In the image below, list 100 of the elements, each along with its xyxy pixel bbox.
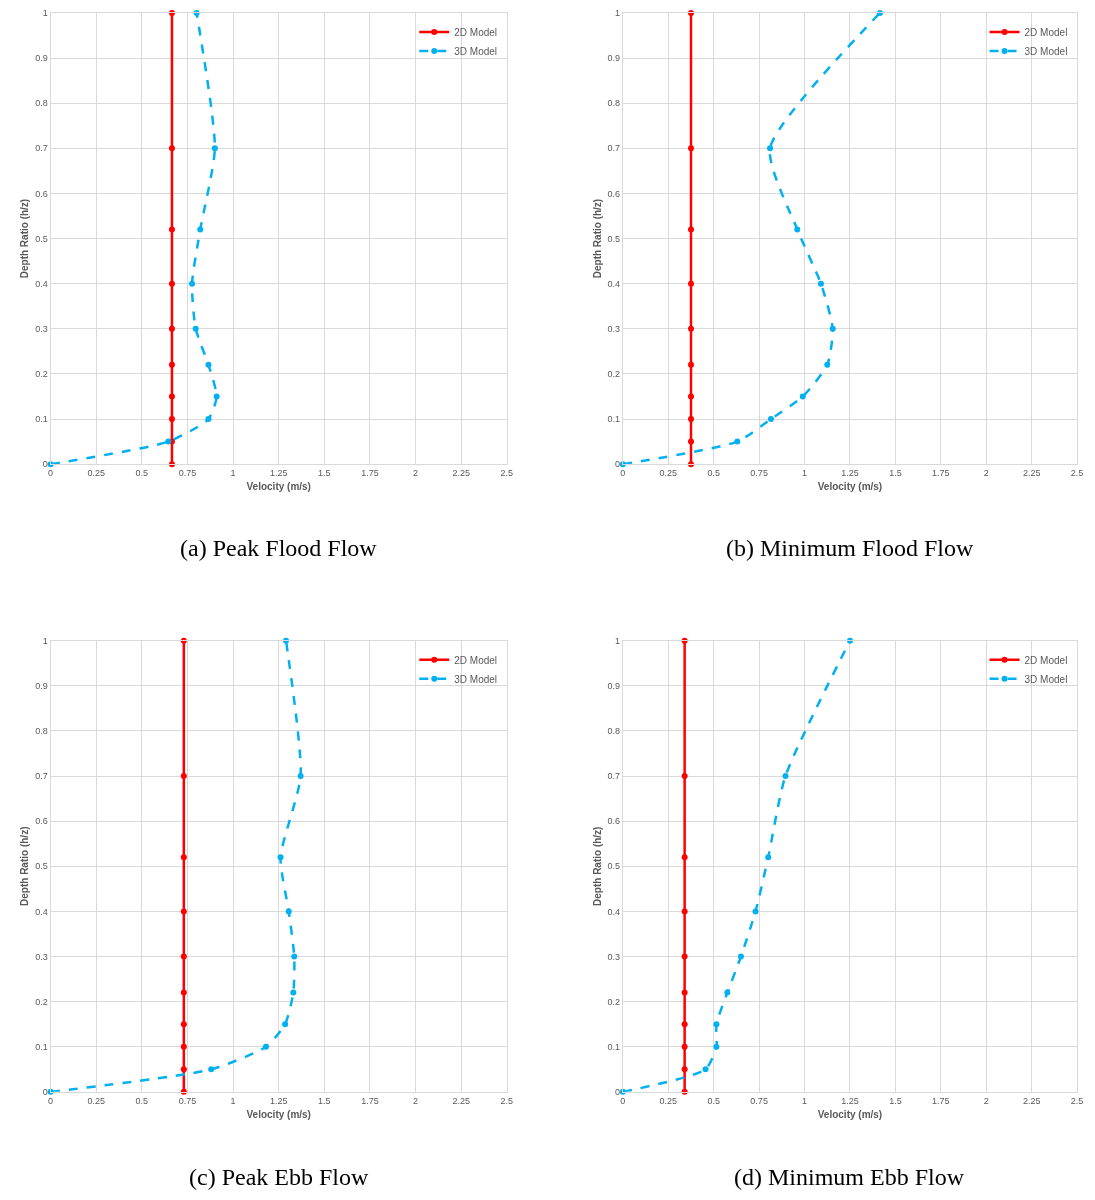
x-axis-title: Velocity (m/s): [246, 481, 311, 493]
x-tick-label: 1.75: [361, 1095, 379, 1106]
point: [688, 280, 694, 287]
y-tick-label: 0.3: [35, 951, 48, 962]
point: [168, 393, 175, 400]
x-tick-label: 0.5: [707, 1095, 720, 1106]
y-tick-label: 1: [42, 635, 48, 646]
point: [681, 953, 688, 960]
point: [180, 953, 187, 960]
y-tick-label: 0.3: [35, 323, 48, 334]
x-tick-label: 0.75: [750, 467, 768, 478]
y-tick-label: 0.6: [35, 188, 48, 199]
point: [688, 416, 694, 423]
point: [688, 461, 694, 468]
legend-label: 3D Model: [1024, 673, 1068, 685]
point: [192, 325, 199, 332]
x-tick-label: 2: [983, 1095, 989, 1106]
x-tick-label: 2.25: [1022, 467, 1041, 478]
y-tick-label: 0: [42, 459, 48, 470]
y-tick-label: 0.8: [35, 98, 48, 109]
x-tick-label: 0.5: [135, 467, 149, 478]
y-tick-label: 1: [615, 8, 621, 19]
point: [285, 908, 292, 915]
point: [767, 416, 774, 423]
x-tick-label: 1.75: [932, 1095, 950, 1106]
y-axis-title: Depth Ratio (h/z): [591, 826, 603, 906]
point: [168, 361, 175, 368]
point: [297, 773, 304, 780]
y-tick-label: 0.6: [607, 188, 621, 199]
y-tick-label: 0: [615, 459, 621, 470]
y-tick-label: 0.9: [607, 53, 621, 64]
x-tick-label: 0.25: [87, 1095, 105, 1106]
y-tick-label: 0.8: [607, 726, 621, 737]
y-tick-label: 0.3: [607, 323, 621, 334]
point: [282, 1021, 289, 1028]
legend-label: 2D Model: [454, 26, 498, 38]
x-tick-label: 2.5: [1070, 1095, 1084, 1106]
text: (a) Peak Flood Flow: [180, 535, 378, 561]
x-tick-label: 1.5: [889, 467, 902, 478]
point: [688, 9, 694, 16]
point: [681, 908, 688, 915]
x-tick-label: 2.25: [452, 467, 470, 478]
x-tick-label: 1: [230, 467, 236, 478]
x-tick-label: 1: [802, 1095, 808, 1106]
y-tick-label: 0.9: [35, 680, 48, 691]
y-tick-label: 0.4: [607, 278, 621, 289]
y-tick-label: 0.3: [607, 951, 621, 962]
legend-label: 2D Model: [1024, 654, 1068, 666]
point: [817, 280, 824, 287]
point: [277, 854, 284, 861]
y-tick-label: 0.2: [607, 996, 621, 1007]
text: (b) Minimum Flood Flow: [726, 535, 975, 561]
y-tick-label: 0.5: [35, 861, 48, 872]
x-axis-title: Velocity (m/s): [817, 481, 883, 493]
y-tick-label: 0: [615, 1087, 621, 1098]
y-tick-label: 0.7: [35, 143, 48, 154]
y-tick-label: 0.6: [607, 816, 621, 827]
point: [180, 989, 187, 996]
point: [168, 461, 175, 468]
y-tick-label: 0: [42, 1087, 48, 1098]
x-tick-label: 1.25: [269, 467, 288, 478]
x-tick-label: 1.5: [318, 467, 331, 478]
x-tick-label: 0.25: [87, 467, 105, 478]
y-tick-label: 0.5: [35, 233, 48, 244]
point: [681, 1066, 688, 1073]
x-tick-label: 0.75: [178, 467, 197, 478]
point: [681, 1043, 688, 1050]
point: [702, 1066, 709, 1073]
x-axis-title: Velocity (m/s): [817, 1109, 883, 1121]
y-tick-label: 0.2: [35, 369, 48, 380]
y-tick-label: 0.8: [607, 98, 621, 109]
x-tick-label: 1.25: [841, 1095, 859, 1106]
x-axis-title: Velocity (m/s): [246, 1109, 311, 1121]
point: [180, 908, 187, 915]
point: [681, 1021, 688, 1028]
y-tick-label: 0.4: [35, 278, 48, 289]
point: [180, 854, 187, 861]
x-tick-label: 2.25: [452, 1095, 470, 1106]
point: [168, 145, 175, 152]
x-tick-label: 2.5: [500, 1095, 514, 1106]
point: [688, 438, 694, 445]
x-tick-label: 2.5: [500, 467, 514, 478]
point: [168, 280, 175, 287]
point: [782, 773, 789, 780]
point: [752, 908, 759, 915]
x-tick-label: 0.25: [659, 467, 678, 478]
text: (d) Minimum Ebb Flow: [734, 1164, 965, 1190]
point: [189, 280, 196, 287]
point: [211, 145, 218, 152]
point: [876, 9, 883, 16]
point: [291, 953, 298, 960]
y-tick-label: 0.5: [607, 233, 621, 244]
y-tick-label: 1: [615, 635, 621, 646]
x-tick-label: 0.25: [659, 1095, 678, 1106]
point: [208, 1066, 215, 1073]
point: [168, 325, 175, 332]
y-tick-label: 0.1: [607, 1041, 621, 1052]
point: [824, 361, 831, 368]
point: [737, 953, 744, 960]
x-tick-label: 2.5: [1070, 467, 1084, 478]
